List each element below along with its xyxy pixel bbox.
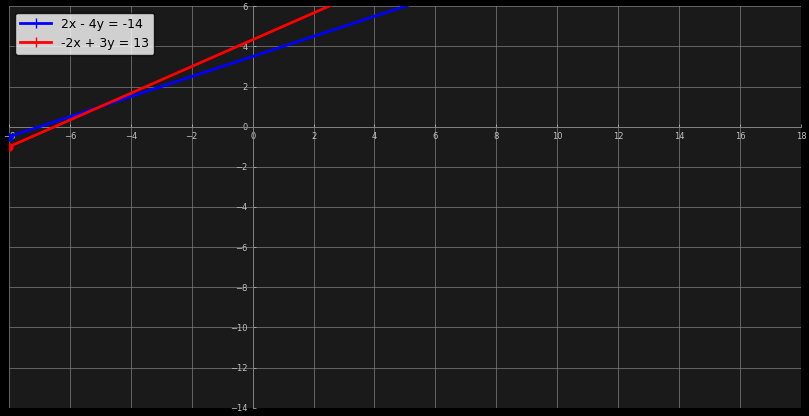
Legend: 2x - 4y = -14, -2x + 3y = 13: 2x - 4y = -14, -2x + 3y = 13 (15, 12, 155, 55)
